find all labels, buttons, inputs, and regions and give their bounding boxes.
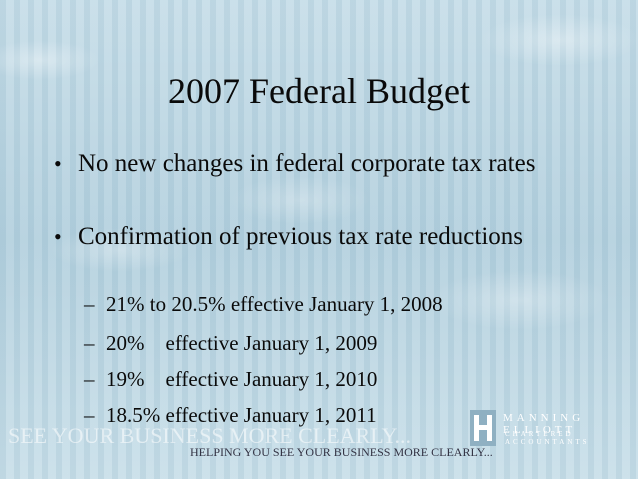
sub-bullet: 19% effective January 1, 2010 <box>84 367 377 392</box>
sub-bullet: 18.5% effective January 1, 2011 <box>84 403 377 428</box>
logo-name: MANNING ELLIOTT <box>503 412 585 436</box>
sub-bullet: 20% effective January 1, 2009 <box>84 331 377 356</box>
logo-subtitle: CHARTERED ACCOUNTANTS <box>505 430 590 446</box>
bullet: Confirmation of previous tax rate reduct… <box>54 221 548 252</box>
sub-bullet: 21% to 20.5% effective January 1, 2008 <box>84 292 443 317</box>
logo-bar <box>479 425 487 430</box>
watermark: SEE YOUR BUSINESS MORE CLEARLY... <box>8 423 412 448</box>
bullet: No new changes in federal corporate tax … <box>54 148 548 179</box>
logo-icon <box>470 410 496 446</box>
logo-bar <box>474 415 479 441</box>
tagline: HELPING YOU SEE YOUR BUSINESS MORE CLEAR… <box>190 445 493 459</box>
slide-title: 2007 Federal Budget <box>168 71 470 111</box>
logo-bar <box>487 415 492 441</box>
